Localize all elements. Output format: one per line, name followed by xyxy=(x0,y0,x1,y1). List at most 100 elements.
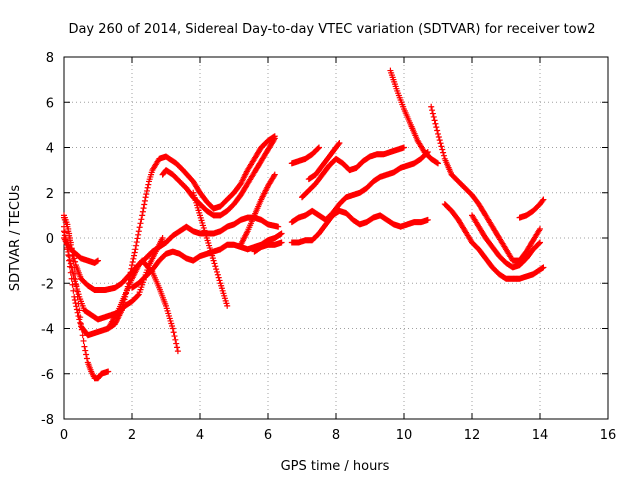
data-point-marker xyxy=(141,201,148,208)
data-point-marker xyxy=(81,343,88,350)
data-series-12 xyxy=(288,144,322,167)
data-point-marker xyxy=(170,329,177,336)
data-point-marker xyxy=(316,144,322,151)
data-point-marker xyxy=(65,251,72,258)
data-point-marker xyxy=(133,242,140,249)
data-point-marker xyxy=(436,137,443,144)
data-point-marker xyxy=(67,269,74,276)
data-point-marker xyxy=(75,313,82,320)
data-point-marker xyxy=(439,146,446,153)
data-point-marker xyxy=(134,235,141,242)
data-series-9 xyxy=(190,189,231,309)
data-series-5 xyxy=(61,133,278,339)
data-point-marker xyxy=(72,300,79,307)
data-point-marker xyxy=(143,191,150,198)
data-point-marker xyxy=(66,257,73,264)
data-point-marker xyxy=(135,231,142,238)
y-tick-label: 0 xyxy=(46,232,54,247)
data-point-marker xyxy=(271,136,278,143)
data-point-marker xyxy=(69,281,76,288)
x-tick-label: 12 xyxy=(464,428,481,443)
data-series-13 xyxy=(288,207,431,246)
data-point-marker xyxy=(79,332,86,339)
data-point-marker xyxy=(171,333,178,340)
grid-layer xyxy=(64,57,608,419)
x-axis-label: GPS time / hours xyxy=(281,459,390,474)
data-point-marker xyxy=(139,208,146,215)
data-point-marker xyxy=(440,152,447,159)
x-tick-label: 6 xyxy=(264,428,272,443)
y-tick-label: -6 xyxy=(41,368,54,383)
data-series-14 xyxy=(288,149,431,226)
data-point-marker xyxy=(67,241,74,248)
data-point-marker xyxy=(540,264,547,271)
data-point-marker xyxy=(278,230,285,237)
data-point-marker xyxy=(216,277,223,284)
data-point-marker xyxy=(440,149,447,156)
data-point-marker xyxy=(429,110,436,117)
data-point-marker xyxy=(435,134,442,141)
data-series-18 xyxy=(428,103,543,264)
data-series-15 xyxy=(299,144,407,201)
data-point-marker xyxy=(435,160,441,167)
x-tick-label: 4 xyxy=(196,428,204,443)
data-point-marker xyxy=(434,127,441,134)
data-point-marker xyxy=(76,316,83,323)
data-point-marker xyxy=(66,237,73,244)
data-point-marker xyxy=(73,303,80,310)
data-point-marker xyxy=(215,274,222,281)
data-point-marker xyxy=(336,139,343,146)
data-point-marker xyxy=(278,239,285,246)
data-series-10 xyxy=(237,171,278,248)
data-point-marker xyxy=(74,309,81,316)
data-point-marker xyxy=(71,293,78,300)
chart-title: Day 260 of 2014, Sidereal Day-to-day VTE… xyxy=(68,22,595,37)
data-point-marker xyxy=(224,302,231,309)
data-point-marker xyxy=(271,171,278,178)
x-tick-label: 10 xyxy=(396,428,413,443)
data-point-marker xyxy=(61,223,67,230)
y-tick-label: -2 xyxy=(41,277,54,292)
data-point-marker xyxy=(77,319,84,326)
data-point-marker xyxy=(159,235,166,241)
data-point-marker xyxy=(271,172,278,179)
data-point-marker xyxy=(68,275,75,282)
data-point-marker xyxy=(537,225,543,232)
data-point-marker xyxy=(130,255,137,262)
y-tick-label: 6 xyxy=(46,96,54,111)
data-point-marker xyxy=(537,239,543,246)
data-point-marker xyxy=(431,117,438,124)
data-point-marker xyxy=(70,287,77,294)
data-point-marker xyxy=(174,344,181,351)
data-series-17 xyxy=(387,67,441,167)
data-point-marker xyxy=(67,260,74,267)
data-point-marker xyxy=(145,181,152,188)
data-point-marker xyxy=(62,235,69,241)
data-point-marker xyxy=(132,246,139,253)
x-tick-label: 16 xyxy=(600,428,617,443)
y-tick-label: 8 xyxy=(46,51,54,66)
data-series-21 xyxy=(516,196,547,221)
data-point-marker xyxy=(401,144,407,151)
data-point-marker xyxy=(335,141,342,148)
data-layer xyxy=(61,67,547,382)
data-point-marker xyxy=(213,266,220,273)
data-point-marker xyxy=(315,145,322,152)
data-point-marker xyxy=(80,337,87,344)
data-point-marker xyxy=(214,271,221,278)
data-point-marker xyxy=(66,263,73,270)
data-point-marker xyxy=(63,240,70,247)
data-point-marker xyxy=(428,103,435,110)
data-point-marker xyxy=(432,120,439,127)
data-point-marker xyxy=(140,205,147,212)
data-point-marker xyxy=(536,240,543,247)
data-point-marker xyxy=(142,194,149,201)
y-axis-label: SDTVAR / TECUs xyxy=(8,185,23,292)
data-point-marker xyxy=(539,197,546,204)
data-point-marker xyxy=(139,212,146,219)
data-point-marker xyxy=(141,197,148,204)
data-point-marker xyxy=(424,216,431,223)
data-point-marker xyxy=(72,258,79,265)
